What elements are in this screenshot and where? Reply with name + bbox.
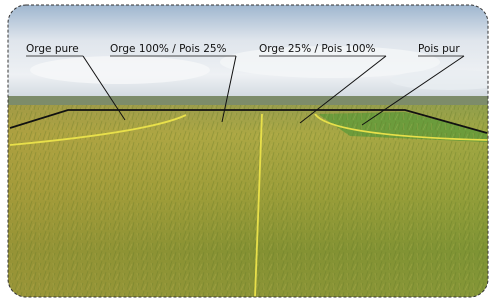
annotation-label: Orge 100% / Pois 25% (110, 43, 227, 55)
annotation-label: Orge pure (26, 43, 79, 55)
annotation-label: Pois pur (418, 43, 460, 55)
annotation-label: Orge 25% / Pois 100% (259, 43, 376, 55)
page: Orge pure Orge 100% / Pois 25% Orge 25% … (0, 0, 495, 302)
photo-figure: Orge pure Orge 100% / Pois 25% Orge 25% … (0, 0, 495, 302)
